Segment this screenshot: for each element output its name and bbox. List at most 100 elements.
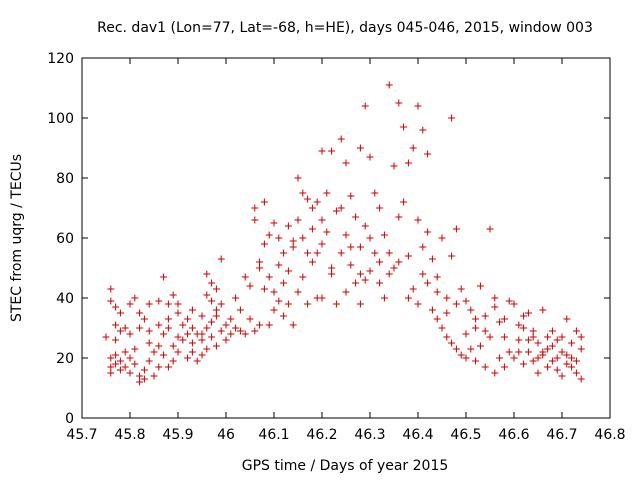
data-point [400, 198, 408, 206]
data-point [529, 327, 537, 335]
data-point [294, 174, 302, 182]
data-point [548, 357, 556, 365]
data-point [174, 300, 182, 308]
data-point [462, 354, 470, 362]
data-point [342, 231, 350, 239]
data-point [467, 306, 475, 314]
data-point [212, 306, 220, 314]
data-point [376, 279, 384, 287]
data-point [294, 288, 302, 296]
data-point [164, 363, 172, 371]
data-point [313, 249, 321, 257]
data-point [438, 234, 446, 242]
data-point [203, 270, 211, 278]
data-point [524, 309, 532, 317]
data-point [140, 375, 148, 383]
data-point [265, 273, 273, 281]
data-point [227, 330, 235, 338]
data-point [246, 315, 254, 323]
data-point [155, 342, 163, 350]
data-point [452, 225, 460, 233]
data-point [318, 147, 326, 155]
data-point [395, 99, 403, 107]
data-point [414, 102, 422, 110]
data-point [126, 330, 134, 338]
data-point [520, 324, 528, 332]
x-tick-label: 46.3 [354, 427, 385, 443]
data-point [553, 366, 561, 374]
data-point [227, 315, 235, 323]
data-point [409, 285, 417, 293]
data-point [572, 369, 580, 377]
data-point [347, 243, 355, 251]
data-point [558, 348, 566, 356]
data-point [107, 285, 115, 293]
data-point [112, 336, 120, 344]
data-points [102, 81, 585, 386]
data-point [457, 351, 465, 359]
data-point [548, 327, 556, 335]
data-point [241, 330, 249, 338]
data-point [256, 258, 264, 266]
data-point [481, 312, 489, 320]
data-point [174, 348, 182, 356]
y-tick-label: 60 [56, 231, 74, 247]
data-point [289, 237, 297, 245]
data-point [486, 225, 494, 233]
data-point [217, 300, 225, 308]
data-point [376, 258, 384, 266]
data-point [371, 189, 379, 197]
data-point [491, 294, 499, 302]
data-point [404, 252, 412, 260]
data-point [313, 198, 321, 206]
y-tick-label: 0 [65, 411, 74, 427]
x-axis-label: GPS time / Days of year 2015 [242, 458, 449, 474]
data-point [529, 333, 537, 341]
data-point [414, 216, 422, 224]
data-point [414, 300, 422, 308]
data-point [150, 372, 158, 380]
data-point [577, 345, 585, 353]
data-point [304, 300, 312, 308]
data-point [193, 330, 201, 338]
data-point [572, 357, 580, 365]
data-point [236, 306, 244, 314]
data-point [448, 252, 456, 260]
data-point [563, 351, 571, 359]
data-point [212, 312, 220, 320]
data-point [160, 330, 168, 338]
x-tick-label: 45.9 [162, 427, 193, 443]
x-tick-label: 45.7 [66, 427, 97, 443]
y-tick-label: 40 [56, 291, 74, 307]
data-point [385, 81, 393, 89]
data-point [409, 144, 417, 152]
data-point [280, 312, 288, 320]
data-point [275, 234, 283, 242]
data-point [318, 294, 326, 302]
data-point [112, 321, 120, 329]
data-point [241, 273, 249, 281]
data-point [428, 255, 436, 263]
data-point [107, 369, 115, 377]
data-point [232, 324, 240, 332]
data-point [510, 300, 518, 308]
data-point [265, 231, 273, 239]
data-point [424, 279, 432, 287]
x-tick-label: 46.4 [402, 427, 433, 443]
data-point [568, 363, 576, 371]
data-point [212, 285, 220, 293]
data-point [275, 261, 283, 269]
data-point [342, 288, 350, 296]
data-point [284, 222, 292, 230]
data-point [198, 312, 206, 320]
data-point [260, 285, 268, 293]
data-point [500, 315, 508, 323]
data-point [107, 297, 115, 305]
data-point [481, 327, 489, 335]
data-point [251, 204, 259, 212]
data-point [356, 243, 364, 251]
data-point [457, 285, 465, 293]
data-point [352, 213, 360, 221]
data-point [476, 342, 484, 350]
